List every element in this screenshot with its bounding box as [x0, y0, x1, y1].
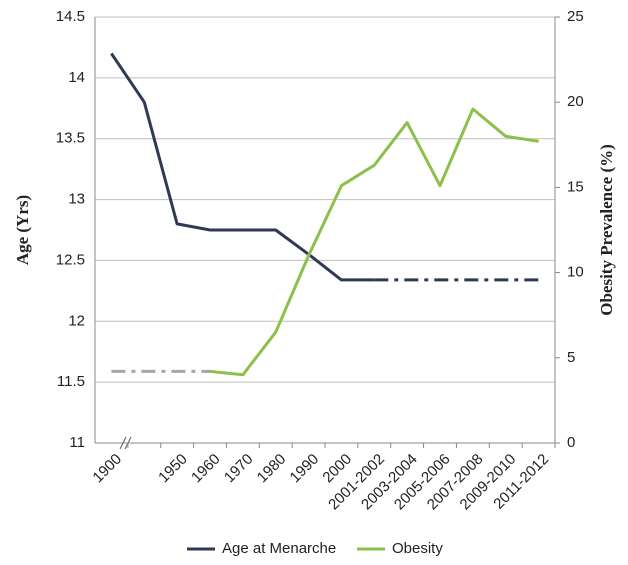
y2-tick-label: 25	[567, 8, 584, 25]
y2-tick-label: 5	[567, 349, 575, 366]
legend-label: Obesity	[392, 540, 443, 557]
y-tick-label: 13	[68, 191, 85, 208]
y2-tick-label: 15	[567, 178, 584, 195]
y-tick-label: 11.5	[57, 373, 85, 390]
y-tick-label: 14	[68, 69, 85, 86]
y-tick-label: 11	[69, 434, 85, 451]
y2-axis-title: Obesity Prevalence (%)	[597, 144, 616, 316]
y2-tick-label: 10	[567, 264, 584, 281]
line	[209, 107, 539, 377]
y-tick-label: 14.5	[56, 8, 85, 25]
y2-tick-label: 0	[567, 434, 575, 451]
y-tick-label: 12.5	[56, 251, 85, 268]
y-tick-label: 13.5	[56, 130, 85, 147]
y2-tick-label: 20	[567, 93, 584, 110]
line	[110, 52, 375, 282]
y-tick-label: 12	[68, 312, 85, 329]
y-axis-title: Age (Yrs)	[13, 195, 32, 265]
legend-label: Age at Menarche	[222, 540, 336, 557]
